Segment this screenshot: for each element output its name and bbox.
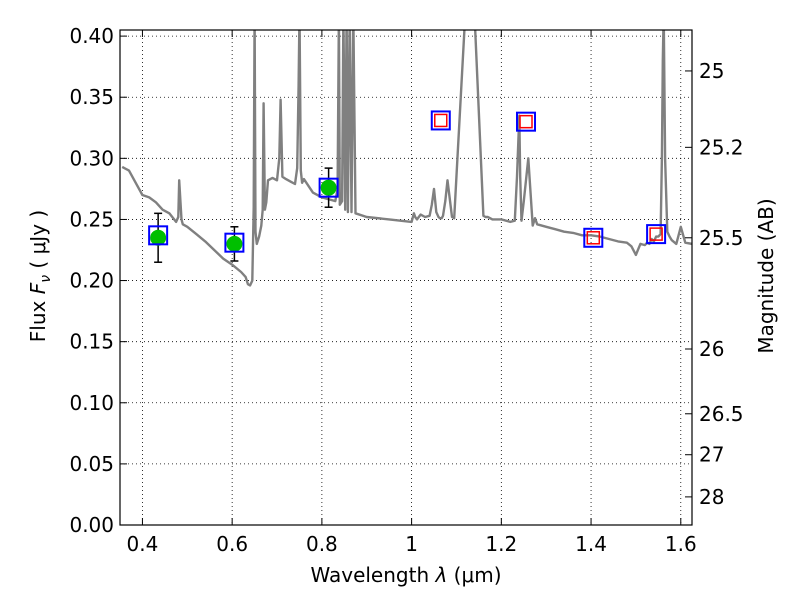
x-tick-label: 1.2 [485, 532, 517, 556]
y2-tick-label: 25.5 [699, 226, 744, 250]
observed-flux-point [320, 179, 337, 196]
predicted-flux-square [649, 227, 663, 241]
y-tick-label: 0.25 [69, 207, 114, 231]
observed-flux-point [150, 229, 167, 246]
y-tick-label: 0.40 [69, 24, 114, 48]
model-flux-square [516, 111, 537, 132]
y2-tick-label: 28 [699, 485, 724, 509]
y2-tick-label: 27 [699, 443, 724, 467]
sed-model-line [121, 30, 692, 287]
model-flux-square [318, 177, 339, 198]
y2-tick-label: 26 [699, 337, 724, 361]
x-tick-label: 0.8 [306, 532, 338, 556]
observed-flux-point [226, 235, 243, 252]
y-tick-label: 0.35 [69, 85, 114, 109]
axes: 0.4 0.6 0.8 1 1.2 1.4 1.6 0.00 0.05 0.10 0.15 0.20 0… [69, 24, 743, 556]
y2-tick-label: 26.5 [699, 402, 744, 426]
model-flux-square [583, 227, 604, 248]
y2-tick-label: 25 [699, 59, 724, 83]
y-axis-label: Flux Fν ( μJy ) [26, 210, 54, 342]
x-tick-label: 0.4 [127, 532, 159, 556]
y-tick-label: 0.30 [69, 146, 114, 170]
y-tick-label: 0.05 [69, 452, 114, 476]
y-tick-label: 0.10 [69, 391, 114, 415]
x-tick-label: 1 [405, 532, 418, 556]
x-tick-label: 1.6 [665, 532, 697, 556]
right-axis-label: Magnitude (AB) [754, 198, 778, 353]
x-axis-label: Wavelength λ (μm) [310, 563, 501, 587]
x-tick-label: 0.6 [216, 532, 248, 556]
model-flux-square [646, 224, 667, 245]
model-flux-square [224, 232, 245, 253]
predicted-flux-square [519, 114, 533, 129]
grid [120, 30, 692, 525]
y2-tick-label: 25.2 [699, 135, 744, 159]
x-tick-label: 1.4 [575, 532, 607, 556]
predicted-flux-square [586, 231, 601, 245]
model-flux-square [430, 110, 451, 131]
plot-area [121, 30, 692, 287]
y-tick-label: 0.00 [69, 513, 114, 537]
y-tick-label: 0.15 [69, 330, 114, 354]
plot-frame [119, 29, 693, 526]
y-tick-label: 0.20 [69, 269, 114, 293]
model-flux-square [148, 225, 169, 246]
predicted-flux-square [434, 113, 448, 128]
